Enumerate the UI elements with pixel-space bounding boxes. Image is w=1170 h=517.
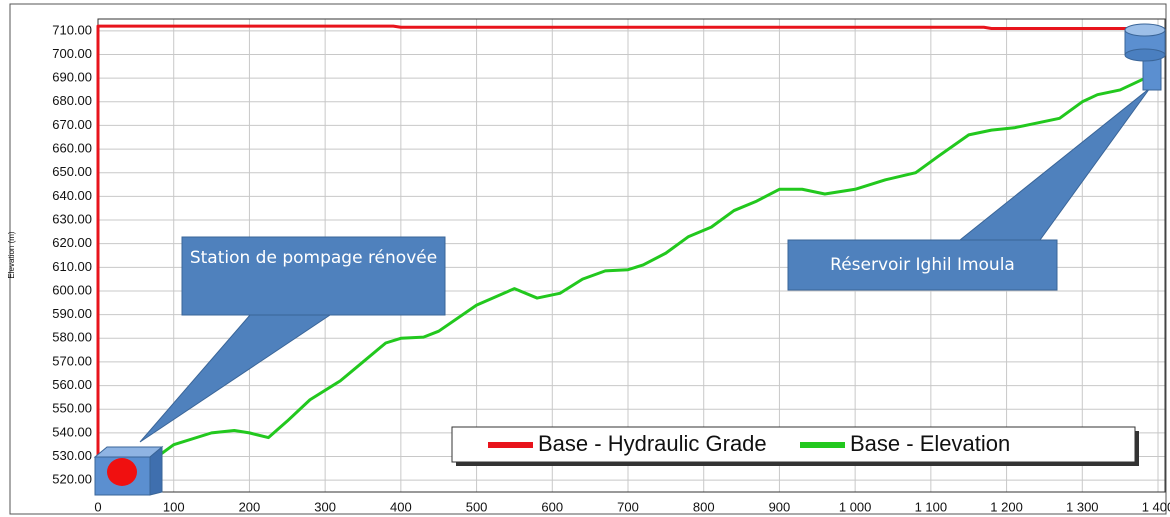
x-tick-label: 200: [239, 499, 261, 514]
y-axis-label: Elevation (m): [7, 231, 16, 278]
pump-icon: [107, 458, 137, 486]
x-tick-label: 800: [693, 499, 715, 514]
x-tick-label: 1 200: [990, 499, 1023, 514]
x-tick-label: 700: [617, 499, 639, 514]
y-tick-label: 660.00: [52, 141, 92, 156]
legend: [451, 426, 1136, 463]
y-tick-label: 700.00: [52, 46, 92, 61]
x-tick-label: 400: [390, 499, 412, 514]
legend-label: Base - Hydraulic Grade: [538, 431, 767, 456]
y-tick-label: 690.00: [52, 70, 92, 85]
x-tick-label: 1 100: [915, 499, 948, 514]
callout-box: [181, 236, 446, 316]
x-tick-label: 500: [466, 499, 488, 514]
y-tick-label: 640.00: [52, 188, 92, 203]
series-line: [150, 74, 1152, 463]
x-tick-label: 1 400: [1142, 499, 1170, 514]
y-tick-label: 550.00: [52, 401, 92, 416]
x-tick-label: 1 000: [839, 499, 872, 514]
y-tick-label: 620.00: [52, 235, 92, 250]
y-tick-label: 710.00: [52, 22, 92, 37]
y-tick-label: 670.00: [52, 117, 92, 132]
annotation: Station de pompage rénovée: [189, 248, 438, 268]
y-tick-label: 530.00: [52, 448, 92, 463]
x-tick-label: 1 300: [1066, 499, 1099, 514]
reservoir-icon: [1124, 23, 1166, 37]
y-tick-label: 520.00: [52, 472, 92, 487]
y-tick-label: 610.00: [52, 259, 92, 274]
y-tick-label: 590.00: [52, 306, 92, 321]
y-tick-label: 650.00: [52, 164, 92, 179]
reservoir-icon: [1124, 48, 1166, 62]
x-tick-label: 100: [163, 499, 185, 514]
y-tick-label: 540.00: [52, 424, 92, 439]
y-tick-label: 630.00: [52, 211, 92, 226]
x-tick-label: 600: [541, 499, 563, 514]
y-tick-label: 600.00: [52, 282, 92, 297]
y-tick-label: 570.00: [52, 353, 92, 368]
legend-label: Base - Elevation: [850, 431, 1010, 456]
x-tick-label: 300: [314, 499, 336, 514]
x-tick-label: 0: [94, 499, 101, 514]
y-tick-label: 680.00: [52, 93, 92, 108]
callout-box: [787, 239, 1058, 291]
y-tick-label: 560.00: [52, 377, 92, 392]
y-tick-label: 580.00: [52, 330, 92, 345]
x-tick-label: 900: [769, 499, 791, 514]
annotation: Réservoir Ighil Imoula: [830, 255, 1015, 275]
series-line: [96, 24, 1151, 481]
